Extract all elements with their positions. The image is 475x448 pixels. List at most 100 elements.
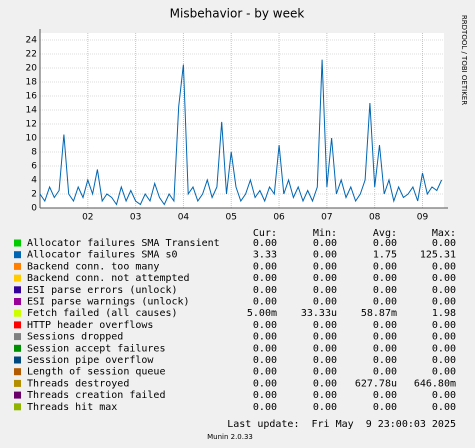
- legend-stat: 0.00: [373, 297, 397, 308]
- y-tick-label: 22: [26, 50, 37, 60]
- legend-stat: 0.00: [313, 273, 337, 284]
- legend-stat: 627.78u: [355, 378, 397, 389]
- legend-swatch: [14, 379, 21, 387]
- legend-label: HTTP header overflows: [27, 320, 153, 331]
- y-tick-label: 18: [26, 78, 38, 88]
- legend-stat: 58.87m: [361, 308, 397, 319]
- last-update: Last update: Fri May 9 23:00:03 2025: [227, 419, 456, 430]
- legend-swatch: [14, 403, 21, 411]
- legend-stat: 0.00: [253, 367, 277, 378]
- x-tick-label: 02: [82, 213, 93, 223]
- legend-label: Length of session queue: [27, 367, 165, 378]
- legend-stat: 0.00: [432, 343, 456, 354]
- legend-stat: 0.00: [253, 273, 277, 284]
- legend-stat: 3.33: [253, 250, 277, 261]
- y-tick-label: 10: [26, 134, 38, 144]
- legend-stat: 0.00: [373, 261, 397, 272]
- legend-stat: 0.00: [432, 320, 456, 331]
- legend-stat: 33.33u: [301, 308, 337, 319]
- legend-stat: 0.00: [313, 390, 337, 401]
- legend-stat: 0.00: [253, 238, 277, 249]
- legend-stat: 0.00: [432, 332, 456, 343]
- legend-label: Fetch failed (all causes): [27, 308, 178, 319]
- side-text: RRDTOOL / TOBI OETIKER: [460, 15, 468, 105]
- legend-label: Threads destroyed: [27, 378, 129, 389]
- legend-swatch: [14, 356, 21, 364]
- y-tick-label: 6: [31, 162, 37, 172]
- legend-stat: 0.00: [313, 297, 337, 308]
- y-tick-label: 12: [26, 120, 37, 130]
- legend-stat: 0.00: [253, 261, 277, 272]
- y-tick-label: 14: [26, 106, 38, 116]
- legend-label: Backend conn. too many: [27, 261, 159, 272]
- legend-label: ESI parse warnings (unlock): [27, 297, 190, 308]
- plot-area: [40, 33, 444, 208]
- stat-header: Avg:: [373, 228, 397, 239]
- legend-stat: 0.00: [313, 402, 337, 413]
- legend-label: ESI parse errors (unlock): [27, 285, 178, 296]
- footer: Munin 2.0.33: [207, 433, 253, 441]
- legend-label: Allocator failures SMA s0: [27, 250, 178, 261]
- legend-stat: 0.00: [253, 378, 277, 389]
- legend-stat: 0.00: [253, 390, 277, 401]
- legend-swatch: [14, 274, 21, 282]
- legend-swatch: [14, 321, 21, 329]
- y-tick-label: 4: [31, 176, 37, 186]
- legend-stat: 0.00: [253, 402, 277, 413]
- y-tick-label: 8: [31, 148, 37, 158]
- chart-title: Misbehavior - by week: [170, 7, 305, 21]
- y-tick-label: 0: [31, 204, 37, 214]
- stat-header: Cur:: [253, 228, 277, 239]
- legend-stat: 0.00: [313, 238, 337, 249]
- legend-label: Sessions dropped: [27, 332, 123, 343]
- x-tick-label: 03: [130, 213, 141, 223]
- x-tick-label: 05: [226, 213, 237, 223]
- legend-swatch: [14, 239, 21, 247]
- legend-stat: 0.00: [373, 320, 397, 331]
- legend-label: Threads hit max: [27, 402, 117, 413]
- legend-stat: 0.00: [253, 343, 277, 354]
- legend-stat: 0.00: [373, 285, 397, 296]
- legend-swatch: [14, 309, 21, 317]
- legend-stat: 0.00: [432, 261, 456, 272]
- legend-swatch: [14, 286, 21, 294]
- legend-stat: 0.00: [373, 332, 397, 343]
- legend-stat: 0.00: [313, 367, 337, 378]
- x-tick-label: 09: [417, 213, 429, 223]
- legend-stat: 0.00: [253, 320, 277, 331]
- legend-label: Session accept failures: [27, 343, 165, 354]
- y-tick-label: 16: [26, 92, 38, 102]
- legend-swatch: [14, 298, 21, 305]
- legend-stat: 125.31: [420, 250, 456, 261]
- legend-stat: 0.00: [253, 355, 277, 366]
- series-line: [39, 59, 443, 206]
- x-tick-label: 04: [178, 213, 190, 223]
- legend-swatch: [14, 344, 21, 352]
- legend-label: Backend conn. not attempted: [27, 273, 190, 284]
- legend-stat: 0.00: [373, 355, 397, 366]
- legend-stat: 0.00: [313, 250, 337, 261]
- legend-swatch: [14, 251, 21, 259]
- legend-stat: 646.80m: [414, 378, 456, 389]
- legend-stat: 0.00: [432, 367, 456, 378]
- y-tick-label: 20: [26, 64, 38, 74]
- legend-stat: 0.00: [373, 367, 397, 378]
- legend-stat: 0.00: [432, 273, 456, 284]
- legend-stat: 0.00: [253, 285, 277, 296]
- y-tick-label: 2: [31, 190, 37, 200]
- legend-swatch: [14, 368, 21, 376]
- legend-stat: 0.00: [313, 320, 337, 331]
- legend-stat: 0.00: [373, 343, 397, 354]
- legend-stat: 1.75: [373, 250, 397, 261]
- legend-stat: 0.00: [313, 343, 337, 354]
- legend-stat: 0.00: [313, 261, 337, 272]
- legend-stat: 5.00m: [247, 308, 277, 319]
- legend-swatch: [14, 262, 21, 270]
- legend-stat: 0.00: [432, 285, 456, 296]
- legend-label: Threads creation failed: [27, 390, 165, 401]
- legend-swatch: [14, 391, 21, 399]
- legend-stat: 0.00: [313, 332, 337, 343]
- legend-stat: 0.00: [373, 390, 397, 401]
- y-tick-label: 24: [26, 36, 38, 46]
